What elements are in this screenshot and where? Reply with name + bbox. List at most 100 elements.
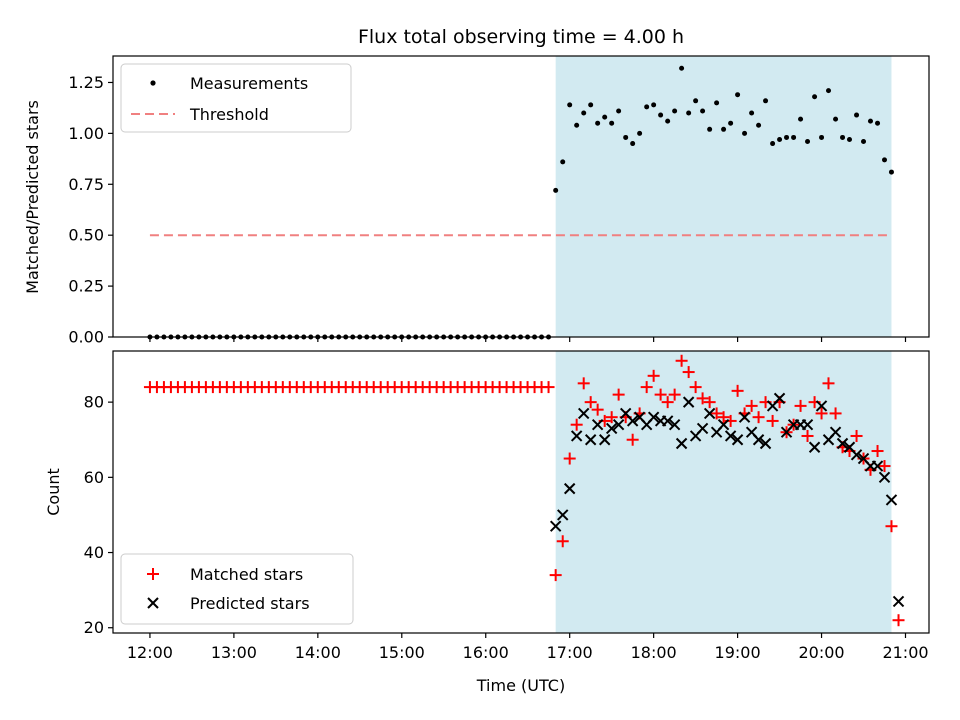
measurement-point xyxy=(581,110,587,116)
measurement-point xyxy=(595,120,601,126)
predicted-star-point xyxy=(885,494,898,506)
measurement-point xyxy=(560,159,566,165)
predicted-star-point xyxy=(892,595,905,608)
y-tick-label: 1.00 xyxy=(68,124,104,143)
predicted-star-point xyxy=(668,418,681,431)
matched-star-point xyxy=(549,569,562,582)
matched-star-point xyxy=(556,535,569,548)
matched-star-point xyxy=(570,418,583,431)
measurement-point xyxy=(777,136,783,142)
y-tick-label: 1.25 xyxy=(68,73,104,92)
measurement-point xyxy=(784,134,790,140)
matched-star-point xyxy=(752,411,765,424)
top-legend-box xyxy=(120,63,352,133)
legend-dot-icon xyxy=(150,80,156,86)
measurement-point xyxy=(686,110,692,116)
predicted-star-point xyxy=(815,400,828,412)
x-tick-label: 16:00 xyxy=(463,643,509,662)
measurement-point xyxy=(763,98,769,104)
predicted-star-point xyxy=(759,437,772,450)
predicted-star-point xyxy=(808,441,821,453)
bottom-axes-frame xyxy=(112,350,930,634)
matched-star-point xyxy=(647,369,660,382)
measurement-point xyxy=(665,118,671,124)
matched-star-point xyxy=(689,381,702,394)
matched-star-point xyxy=(696,392,709,405)
legend-threshold-label: Threshold xyxy=(189,105,269,124)
measurement-point xyxy=(735,92,741,98)
predicted-star-point xyxy=(647,411,660,423)
predicted-star-point xyxy=(696,422,709,435)
measurement-point xyxy=(630,141,636,147)
x-tick-label: 21:00 xyxy=(882,643,928,662)
measurement-point xyxy=(588,102,594,108)
predicted-star-point xyxy=(871,460,884,472)
matched-star-point xyxy=(766,414,779,427)
measurement-point xyxy=(658,112,664,118)
measurement-point xyxy=(812,94,818,100)
bottom-y-axis-ticks: 20 40 60 80 xyxy=(84,393,113,637)
x-tick-label: 17:00 xyxy=(547,643,593,662)
predicted-star-point xyxy=(591,418,604,431)
x-tick-label: 19:00 xyxy=(715,643,761,662)
matched-star-point xyxy=(801,429,814,442)
y-tick-label: 0.25 xyxy=(68,277,104,296)
measurement-point xyxy=(840,134,846,140)
predicted-star-point xyxy=(605,422,618,435)
matched-star-point xyxy=(577,377,590,390)
measurement-point xyxy=(714,100,720,106)
x-axis-label: Time (UTC) xyxy=(476,676,565,695)
predicted-star-point xyxy=(584,434,597,446)
predicted-star-point xyxy=(717,418,730,431)
measurement-point xyxy=(791,134,797,140)
measurement-point xyxy=(616,108,622,114)
matched-star-point xyxy=(584,396,597,409)
predicted-star-point xyxy=(578,407,590,420)
matched-star-point xyxy=(542,381,555,394)
measurement-point xyxy=(672,108,678,114)
matched-star-point xyxy=(675,354,688,367)
matched-star-point xyxy=(710,407,723,420)
matched-star-point xyxy=(612,388,625,401)
predicted-star-point xyxy=(563,482,576,495)
measurement-point xyxy=(721,126,727,132)
bottom-y-axis-label: Count xyxy=(44,468,63,516)
predicted-star-point xyxy=(598,434,611,446)
measurement-point xyxy=(749,110,755,116)
measurement-point xyxy=(574,122,580,128)
matched-star-point xyxy=(703,396,716,409)
measurement-point xyxy=(819,134,825,140)
predicted-star-point xyxy=(836,437,849,450)
legend-plus-icon xyxy=(147,568,159,580)
measurement-point xyxy=(693,98,699,104)
predicted-star-point xyxy=(675,437,688,450)
matched-star-point xyxy=(794,399,807,412)
top-x-axis-ticks xyxy=(149,337,907,342)
predicted-star-point xyxy=(850,449,863,461)
y-tick-label: 0.75 xyxy=(68,175,104,194)
y-tick-label: 60 xyxy=(84,468,104,487)
legend-matched-label: Matched stars xyxy=(190,565,303,584)
top-panel: 0.00 0.25 0.50 0.75 1.00 1.25 Matched/Predict… xyxy=(23,55,930,347)
predicted-star-point xyxy=(626,415,639,427)
y-tick-label: 80 xyxy=(84,393,104,412)
y-tick-label: 40 xyxy=(84,543,104,562)
top-legend: Measurements Threshold xyxy=(120,63,352,133)
matched-star-point xyxy=(829,407,842,420)
top-axes-frame xyxy=(112,55,930,338)
predicted-star-point xyxy=(878,471,891,484)
bottom-legend-box xyxy=(120,553,354,625)
top-y-axis-ticks: 0.00 0.25 0.50 0.75 1.00 1.25 xyxy=(68,73,113,347)
predicted-star-point xyxy=(549,520,562,532)
measurement-point xyxy=(846,136,852,142)
measurement-point xyxy=(644,104,650,110)
predicted-star-point xyxy=(752,434,765,446)
measurement-point xyxy=(756,122,762,128)
measurement-point xyxy=(707,126,713,132)
top-observing-window xyxy=(555,56,892,337)
measurement-point xyxy=(770,141,776,147)
bottom-observing-window xyxy=(555,351,892,633)
matched-star-point xyxy=(563,452,576,465)
